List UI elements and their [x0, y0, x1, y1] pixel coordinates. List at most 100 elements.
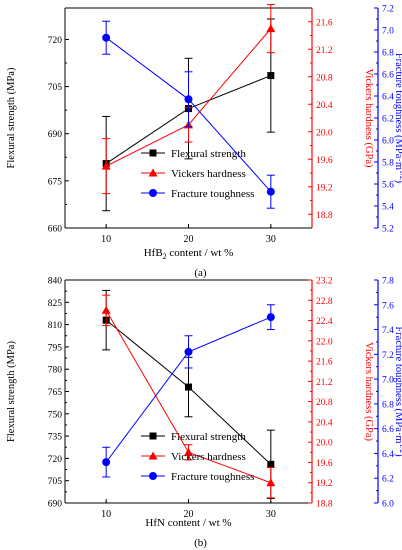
x-tick-label: 30: [266, 234, 276, 245]
right-y-tick-label: 6.8: [382, 49, 394, 59]
left-y-tick-label: 660: [48, 225, 63, 235]
legend-label: Vickers hardness: [171, 168, 246, 180]
right-y-axis-label-main: Fracture toughness (MPa·m: [393, 53, 402, 170]
right-y-tick-label: 6.0: [382, 137, 394, 147]
right-y-tick-label: 6.6: [382, 425, 394, 435]
mid-y-tick-label: 20.8: [316, 73, 333, 83]
right-y-tick-label: 7.0: [382, 27, 394, 37]
left-y-tick-label: 705: [48, 477, 63, 487]
legend-label: Flexural strength: [171, 431, 246, 443]
right-y-tick-label: 6.8: [382, 400, 394, 410]
mid-y-tick-label: 19.2: [316, 183, 333, 193]
mid-y-tick-label: 21.2: [316, 46, 333, 56]
right-y-tick-label: 7.4: [382, 326, 394, 336]
data-point-square: [267, 72, 275, 80]
mid-y-tick-label: 22.0: [316, 337, 333, 347]
data-point-circle: [184, 95, 193, 104]
mid-y-tick-label: 18.8: [316, 500, 333, 510]
mid-y-axis-label-main: Vickers hardness (GPa): [363, 342, 374, 442]
right-y-axis-label-main: Fracture toughness (MPa·m: [393, 326, 402, 443]
left-y-tick-label: 795: [48, 343, 63, 353]
mid-y-axis-label: Vickers hardness (GPa): [363, 68, 374, 168]
x-tick-label: 20: [184, 234, 194, 245]
mid-y-tick-label: 18.8: [316, 211, 333, 221]
x-axis-label-main: HfN content / wt %: [145, 517, 231, 529]
left-y-tick-label: 750: [48, 410, 63, 420]
right-y-tick-label: 6.0: [382, 500, 394, 510]
legend-marker-square: [149, 149, 157, 157]
x-tick-label: 20: [184, 509, 194, 520]
panel-label: (b): [194, 537, 207, 549]
right-y-axis-label-superscript: 1/2: [398, 444, 402, 454]
data-point-circle: [266, 313, 275, 322]
data-point-circle: [102, 458, 111, 467]
left-y-axis-label-main: Flexural strength (MPa): [6, 67, 17, 168]
x-axis-label-subscript: 2: [163, 252, 167, 261]
legend-marker-square: [149, 432, 157, 440]
right-y-tick-label: 7.8: [382, 277, 394, 287]
left-y-axis-label: Flexural strength (MPa): [6, 67, 17, 168]
data-point-circle: [266, 187, 275, 196]
mid-y-axis-label-main: Vickers hardness (GPa): [363, 68, 374, 168]
x-tick-label: 10: [101, 234, 111, 245]
x-axis-label-tail: content / wt %: [167, 247, 234, 259]
mid-y-tick-label: 19.6: [316, 459, 333, 469]
data-point-triangle: [184, 447, 193, 456]
data-point-triangle: [101, 305, 111, 314]
left-y-tick-label: 780: [48, 366, 63, 376]
legend-marker-circle: [149, 472, 157, 480]
right-y-tick-label: 6.2: [382, 475, 394, 485]
legend-label: Vickers hardness: [171, 451, 246, 463]
legend-label: Flexural strength: [171, 148, 246, 160]
mid-y-tick-label: 22.4: [316, 317, 333, 327]
left-y-tick-label: 810: [48, 321, 63, 331]
right-y-tick-label: 7.2: [382, 5, 394, 15]
x-axis-label: HfN content / wt %: [145, 517, 231, 529]
right-y-tick-label: 5.2: [382, 225, 394, 235]
right-y-axis-label-tail: ): [393, 180, 402, 184]
data-point-square: [185, 383, 192, 391]
left-y-tick-label: 705: [48, 83, 63, 93]
right-y-tick-label: 7.6: [382, 301, 394, 311]
left-y-tick-label: 690: [48, 130, 63, 140]
right-y-axis-label-tail: ): [393, 453, 402, 457]
panel-label: (a): [194, 267, 207, 279]
x-axis-label: HfB2 content / wt %: [144, 247, 234, 261]
mid-y-tick-label: 22.8: [316, 297, 333, 307]
mid-y-tick-label: 21.6: [316, 358, 333, 368]
mid-y-tick-label: 21.6: [316, 18, 333, 28]
right-y-tick-label: 6.4: [382, 450, 394, 460]
mid-y-tick-label: 19.2: [316, 479, 333, 489]
mid-y-axis-label: Vickers hardness (GPa): [363, 342, 374, 442]
right-y-axis-label: Fracture toughness (MPa·m1/2): [393, 53, 402, 184]
x-tick-label: 10: [101, 509, 111, 520]
legend-label: Fracture toughness: [171, 188, 254, 200]
legend-marker-circle: [149, 189, 157, 197]
right-y-tick-label: 5.6: [382, 181, 394, 191]
x-axis-label-main: HfB: [144, 247, 163, 259]
legend-marker-triangle: [148, 451, 158, 460]
mid-y-tick-label: 21.2: [316, 378, 333, 388]
mid-y-tick-label: 20.0: [316, 128, 333, 138]
legend-marker-triangle: [148, 168, 158, 177]
left-y-tick-label: 825: [48, 299, 63, 309]
left-y-tick-label: 720: [48, 455, 63, 465]
mid-y-tick-label: 20.8: [316, 398, 333, 408]
data-point-circle: [102, 33, 111, 42]
right-y-tick-label: 7.0: [382, 376, 394, 386]
left-y-axis-label-main: Flexural strength (MPa): [6, 341, 17, 442]
mid-y-tick-label: 19.6: [316, 156, 333, 166]
mid-y-tick-label: 20.0: [316, 439, 333, 449]
legend-label: Fracture toughness: [171, 471, 254, 483]
left-y-tick-label: 735: [48, 433, 63, 443]
mid-y-tick-label: 20.4: [316, 101, 333, 111]
data-point-triangle: [101, 161, 111, 170]
data-point-triangle: [266, 478, 276, 487]
mid-y-tick-label: 20.4: [316, 418, 333, 428]
data-point-square: [267, 460, 275, 468]
right-y-tick-label: 7.2: [382, 351, 394, 361]
mid-y-tick-label: 23.2: [316, 277, 333, 287]
left-y-tick-label: 840: [48, 277, 63, 287]
left-y-axis-label: Flexural strength (MPa): [6, 341, 17, 442]
